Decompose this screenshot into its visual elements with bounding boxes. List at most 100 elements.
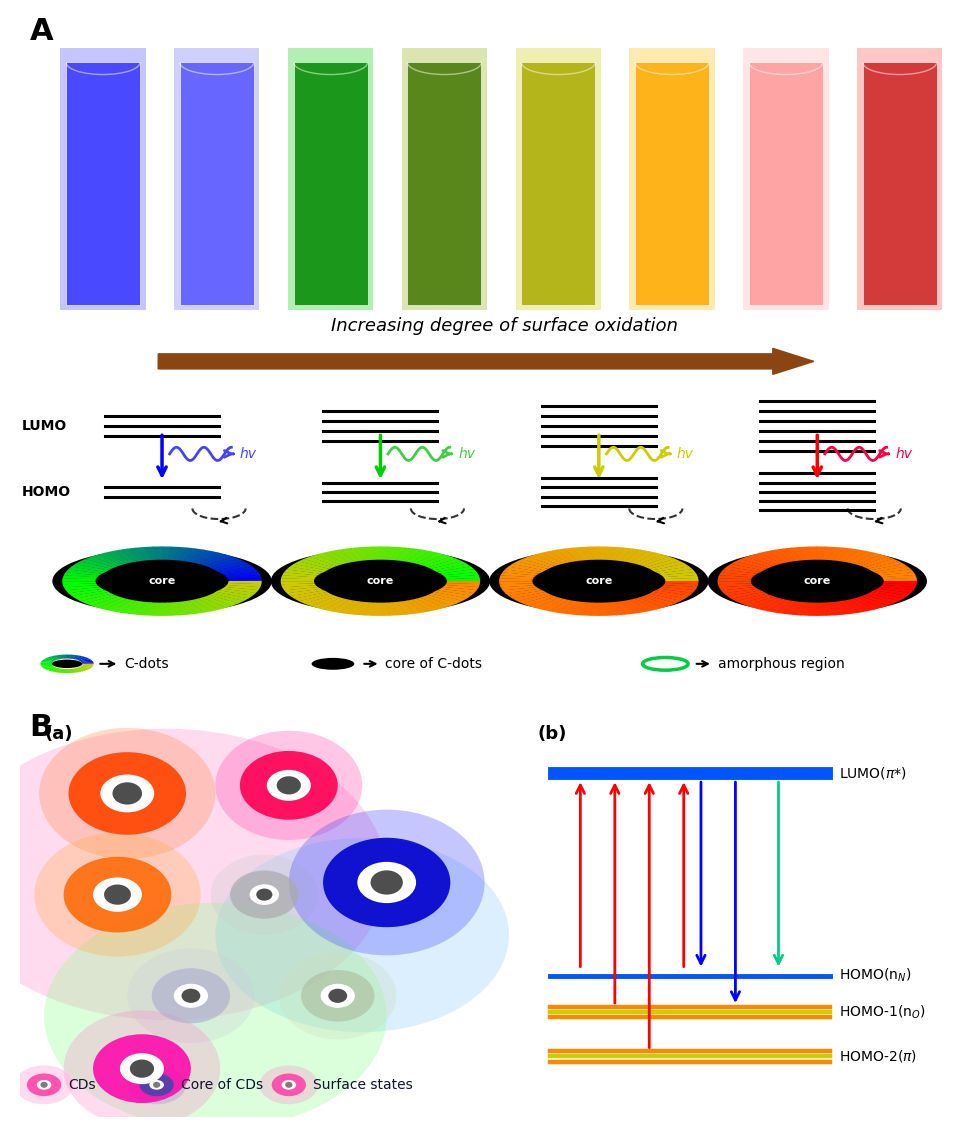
Text: core: core bbox=[149, 576, 175, 586]
Wedge shape bbox=[642, 595, 675, 605]
Wedge shape bbox=[767, 600, 791, 613]
Wedge shape bbox=[222, 575, 261, 579]
Wedge shape bbox=[876, 572, 914, 578]
Ellipse shape bbox=[271, 548, 490, 613]
Bar bbox=[293, 63, 368, 304]
Wedge shape bbox=[67, 669, 72, 673]
Wedge shape bbox=[613, 547, 633, 561]
Ellipse shape bbox=[37, 1080, 52, 1090]
Wedge shape bbox=[441, 578, 479, 581]
Wedge shape bbox=[345, 547, 364, 561]
Ellipse shape bbox=[323, 838, 450, 927]
Wedge shape bbox=[316, 597, 345, 610]
Wedge shape bbox=[847, 598, 874, 611]
Wedge shape bbox=[385, 602, 398, 616]
Wedge shape bbox=[548, 549, 572, 563]
Wedge shape bbox=[827, 602, 843, 616]
Ellipse shape bbox=[301, 970, 374, 1021]
Wedge shape bbox=[161, 603, 171, 616]
Wedge shape bbox=[856, 596, 887, 608]
Wedge shape bbox=[416, 597, 445, 610]
Text: HOMO: HOMO bbox=[22, 484, 70, 499]
Wedge shape bbox=[508, 564, 545, 572]
Wedge shape bbox=[872, 567, 911, 573]
Wedge shape bbox=[401, 601, 422, 613]
Wedge shape bbox=[205, 556, 239, 568]
Polygon shape bbox=[288, 48, 373, 309]
Wedge shape bbox=[78, 658, 90, 661]
Wedge shape bbox=[822, 546, 833, 560]
Ellipse shape bbox=[130, 1059, 154, 1077]
Polygon shape bbox=[856, 48, 942, 309]
Wedge shape bbox=[521, 556, 555, 568]
Wedge shape bbox=[64, 585, 103, 591]
Wedge shape bbox=[869, 591, 907, 598]
Ellipse shape bbox=[93, 878, 142, 912]
Ellipse shape bbox=[101, 774, 155, 813]
Wedge shape bbox=[136, 602, 152, 616]
Wedge shape bbox=[759, 551, 785, 563]
Wedge shape bbox=[284, 569, 322, 576]
Wedge shape bbox=[411, 551, 437, 563]
Wedge shape bbox=[598, 546, 607, 560]
Text: HOMO-1(n$_O$): HOMO-1(n$_O$) bbox=[838, 1003, 924, 1020]
Wedge shape bbox=[511, 561, 548, 571]
Wedge shape bbox=[221, 572, 260, 578]
Ellipse shape bbox=[93, 1034, 191, 1104]
Wedge shape bbox=[58, 669, 65, 673]
Wedge shape bbox=[752, 553, 781, 564]
Wedge shape bbox=[832, 601, 851, 614]
Wedge shape bbox=[293, 592, 330, 601]
Ellipse shape bbox=[277, 776, 300, 795]
Wedge shape bbox=[720, 569, 759, 576]
Ellipse shape bbox=[240, 751, 337, 820]
Wedge shape bbox=[500, 585, 539, 591]
Ellipse shape bbox=[27, 1074, 61, 1097]
Ellipse shape bbox=[357, 862, 416, 903]
Wedge shape bbox=[281, 576, 320, 579]
Wedge shape bbox=[338, 601, 360, 614]
Wedge shape bbox=[659, 583, 697, 587]
Ellipse shape bbox=[64, 1010, 220, 1127]
Wedge shape bbox=[197, 553, 226, 564]
Wedge shape bbox=[183, 548, 204, 562]
Wedge shape bbox=[807, 546, 817, 560]
Wedge shape bbox=[651, 591, 689, 598]
Wedge shape bbox=[40, 663, 52, 666]
Wedge shape bbox=[71, 591, 109, 598]
Ellipse shape bbox=[104, 885, 131, 905]
Ellipse shape bbox=[181, 988, 200, 1003]
Wedge shape bbox=[346, 602, 365, 614]
Wedge shape bbox=[81, 660, 93, 662]
Wedge shape bbox=[82, 662, 94, 663]
Polygon shape bbox=[742, 48, 827, 309]
Wedge shape bbox=[167, 602, 180, 616]
Wedge shape bbox=[746, 596, 778, 608]
Ellipse shape bbox=[39, 727, 215, 860]
Text: core: core bbox=[803, 576, 830, 586]
Wedge shape bbox=[874, 569, 912, 576]
Wedge shape bbox=[284, 587, 323, 593]
Ellipse shape bbox=[489, 548, 708, 613]
Ellipse shape bbox=[34, 832, 200, 956]
Text: Core of CDs: Core of CDs bbox=[181, 1077, 263, 1092]
Wedge shape bbox=[111, 549, 136, 563]
Wedge shape bbox=[660, 581, 698, 584]
Wedge shape bbox=[353, 547, 370, 561]
Wedge shape bbox=[717, 576, 756, 579]
Wedge shape bbox=[817, 603, 826, 616]
Wedge shape bbox=[638, 596, 669, 608]
Wedge shape bbox=[67, 654, 71, 659]
Wedge shape bbox=[508, 591, 545, 598]
Wedge shape bbox=[718, 572, 757, 578]
Bar bbox=[748, 63, 822, 304]
Wedge shape bbox=[223, 583, 261, 587]
Wedge shape bbox=[659, 578, 698, 581]
Wedge shape bbox=[864, 559, 898, 569]
Wedge shape bbox=[40, 662, 52, 663]
Ellipse shape bbox=[127, 1066, 186, 1105]
Wedge shape bbox=[752, 597, 781, 610]
Polygon shape bbox=[61, 48, 146, 309]
Wedge shape bbox=[66, 569, 104, 576]
Wedge shape bbox=[878, 578, 916, 581]
